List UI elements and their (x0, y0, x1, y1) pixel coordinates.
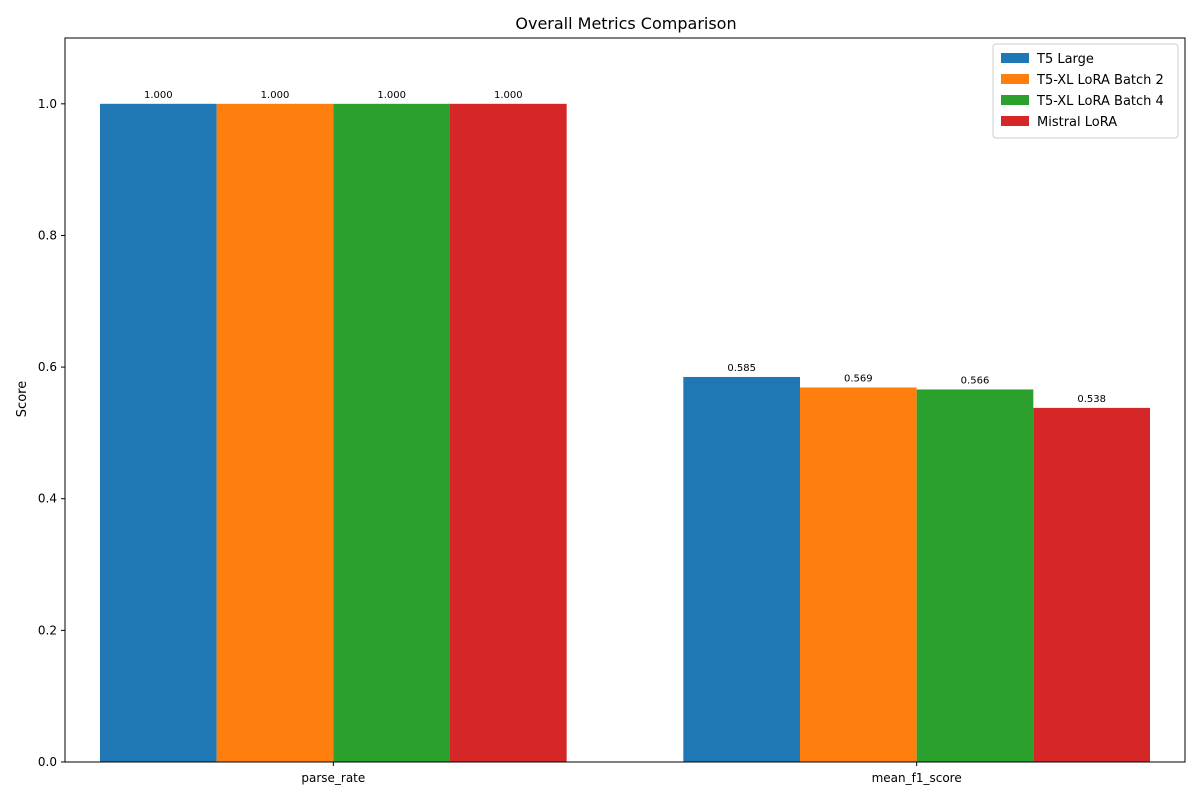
y-tick-label: 0.8 (38, 228, 57, 242)
bar (1033, 407, 1150, 762)
x-tick-label: parse_rate (301, 771, 365, 785)
bar-value-label: 0.566 (961, 375, 990, 386)
bar (333, 103, 450, 763)
y-tick-label: 1.0 (38, 97, 57, 111)
legend-box (992, 43, 1179, 139)
bar-value-label: 0.538 (1077, 394, 1106, 405)
legend-label: T5-XL LoRA Batch 4 (1036, 94, 1164, 109)
bar (450, 103, 567, 763)
legend-swatch (1001, 53, 1029, 63)
bar (683, 376, 800, 762)
bar (800, 387, 917, 762)
bar (216, 103, 334, 763)
bar-value-label: 1.000 (144, 90, 173, 101)
legend-label: Mistral LoRA (1037, 115, 1117, 130)
bar-value-label: 1.000 (494, 90, 523, 101)
bar (100, 103, 217, 763)
y-tick-label: 0.2 (38, 623, 57, 637)
y-tick-label: 0.0 (38, 755, 57, 769)
plot-area: 1.000 0.585 1.000 0.569 1.000 0.566 1.000 0.538… (38, 37, 1186, 785)
bar-value-label: 1.000 (261, 90, 290, 101)
bar-value-label: 1.000 (377, 90, 406, 101)
legend-label: T5-XL LoRA Batch 2 (1036, 73, 1164, 88)
legend: T5 Large T5-XL LoRA Batch 2 T5-XL LoRA Bat… (992, 43, 1179, 139)
bar-value-label: 0.569 (844, 373, 873, 384)
x-tick-label: mean_f1_score (872, 771, 962, 785)
legend-swatch (1001, 116, 1029, 126)
y-tick-label: 0.4 (38, 492, 57, 506)
legend-label: T5 Large (1036, 52, 1094, 67)
bar-value-label: 0.585 (727, 363, 756, 374)
legend-swatch (1001, 74, 1029, 84)
legend-swatch (1001, 95, 1029, 105)
axes-frame (64, 37, 1186, 763)
y-tick-label: 0.6 (38, 360, 57, 374)
bar (916, 389, 1034, 762)
y-axis-label: Score (15, 381, 30, 417)
chart-title: Overall Metrics Comparison (515, 14, 736, 33)
